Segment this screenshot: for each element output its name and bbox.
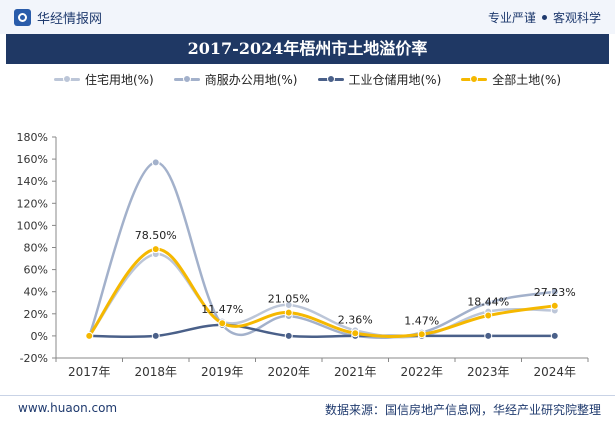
x-tick-label-2: 2019年 [201,365,244,379]
chart-title: 2017-2024年梧州市土地溢价率 [6,34,609,64]
bullet-dot-icon [541,15,547,20]
x-tick-label-3: 2020年 [267,365,310,379]
y-tick-label-8: 140% [17,175,48,188]
x-tick-label-6: 2023年 [467,365,510,379]
y-tick-label-7: 120% [17,197,48,210]
tagline: 专业严谨 客观科学 [488,9,601,26]
footer-source: 数据来源：国信房地产信息网，华经产业研究院整理 [324,403,601,417]
point-s1-7 [550,287,559,296]
x-tick-label-1: 2018年 [134,365,177,379]
point-s2-1 [151,331,160,340]
point-s3-6 [484,311,493,320]
legend-label-2: 工业仓储用地(%) [348,72,442,87]
point-s3-4 [351,329,360,338]
legend-label-3: 全部土地(%) [492,72,562,87]
site-name: 华经情报网 [37,12,103,27]
series-line-3 [88,247,555,338]
y-tick-label-0: -20% [20,352,48,365]
legend-item-0[interactable]: 住宅用地(%) [53,68,154,90]
x-tick-label-5: 2022年 [400,365,443,379]
data-label-4: 2.36% [338,313,373,326]
x-tick-label-4: 2021年 [334,365,377,379]
legend-swatch-1 [173,74,200,83]
data-label-6: 18.44% [467,296,509,309]
point-s2-6 [484,331,493,340]
legend-swatch-2 [317,74,344,83]
legend-swatch-3 [461,74,488,83]
point-s3-7 [550,301,559,310]
point-s2-7 [550,331,559,340]
legend-item-1[interactable]: 商服办公用地(%) [173,68,298,90]
point-s3-0 [85,331,94,340]
point-s0-3 [284,300,293,309]
footer-divider [0,395,615,396]
y-tick-label-4: 60% [24,264,48,277]
top-bar: 华经情报网 专业严谨 客观科学 [0,0,615,34]
point-s2-3 [284,331,293,340]
tagline-text-2: 客观科学 [552,11,601,25]
point-s3-5 [417,330,426,339]
legend-label-1: 商服办公用地(%) [204,72,298,87]
brand[interactable]: 华经情报网 [14,8,102,27]
point-s3-3 [284,308,293,317]
x-tick-label-0: 2017年 [68,365,111,379]
y-tick-label-3: 40% [24,286,48,299]
x-tick-label-7: 2024年 [533,365,576,379]
y-tick-label-9: 160% [17,153,48,166]
footer-website[interactable]: www.huaon.com [18,401,118,415]
point-s1-1 [151,158,160,167]
y-tick-label-6: 100% [17,219,48,232]
legend-label-0: 住宅用地(%) [84,72,154,87]
legend-item-2[interactable]: 工业仓储用地(%) [317,68,442,90]
data-label-7: 27.23% [534,286,576,299]
series-line-2 [89,323,555,339]
data-label-2: 11.47% [201,303,243,316]
legend-swatch-0 [53,74,80,83]
huajing-logo-icon [14,9,31,26]
y-tick-label-1: 0% [31,330,48,343]
y-tick-label-5: 80% [24,242,48,255]
point-s1-6 [484,298,493,307]
chart-legend: 住宅用地(%) 商服办公用地(%) 工业仓储用地(%) 全部土地(%) [0,68,615,90]
point-s3-1 [151,245,160,254]
y-tick-label-2: 20% [24,308,48,321]
data-label-3: 21.05% [268,293,310,306]
point-s3-2 [218,319,227,328]
line-chart: -20% 0% 20% 40% 60% 80% 100% 120% 140% 160% 180% 20… [17,131,589,379]
tagline-text-1: 专业严谨 [487,11,536,25]
data-label-5: 1.47% [404,314,439,327]
legend-item-3[interactable]: 全部土地(%) [461,68,561,90]
data-label-1: 78.50% [135,229,177,242]
y-tick-label-10: 180% [17,131,48,144]
